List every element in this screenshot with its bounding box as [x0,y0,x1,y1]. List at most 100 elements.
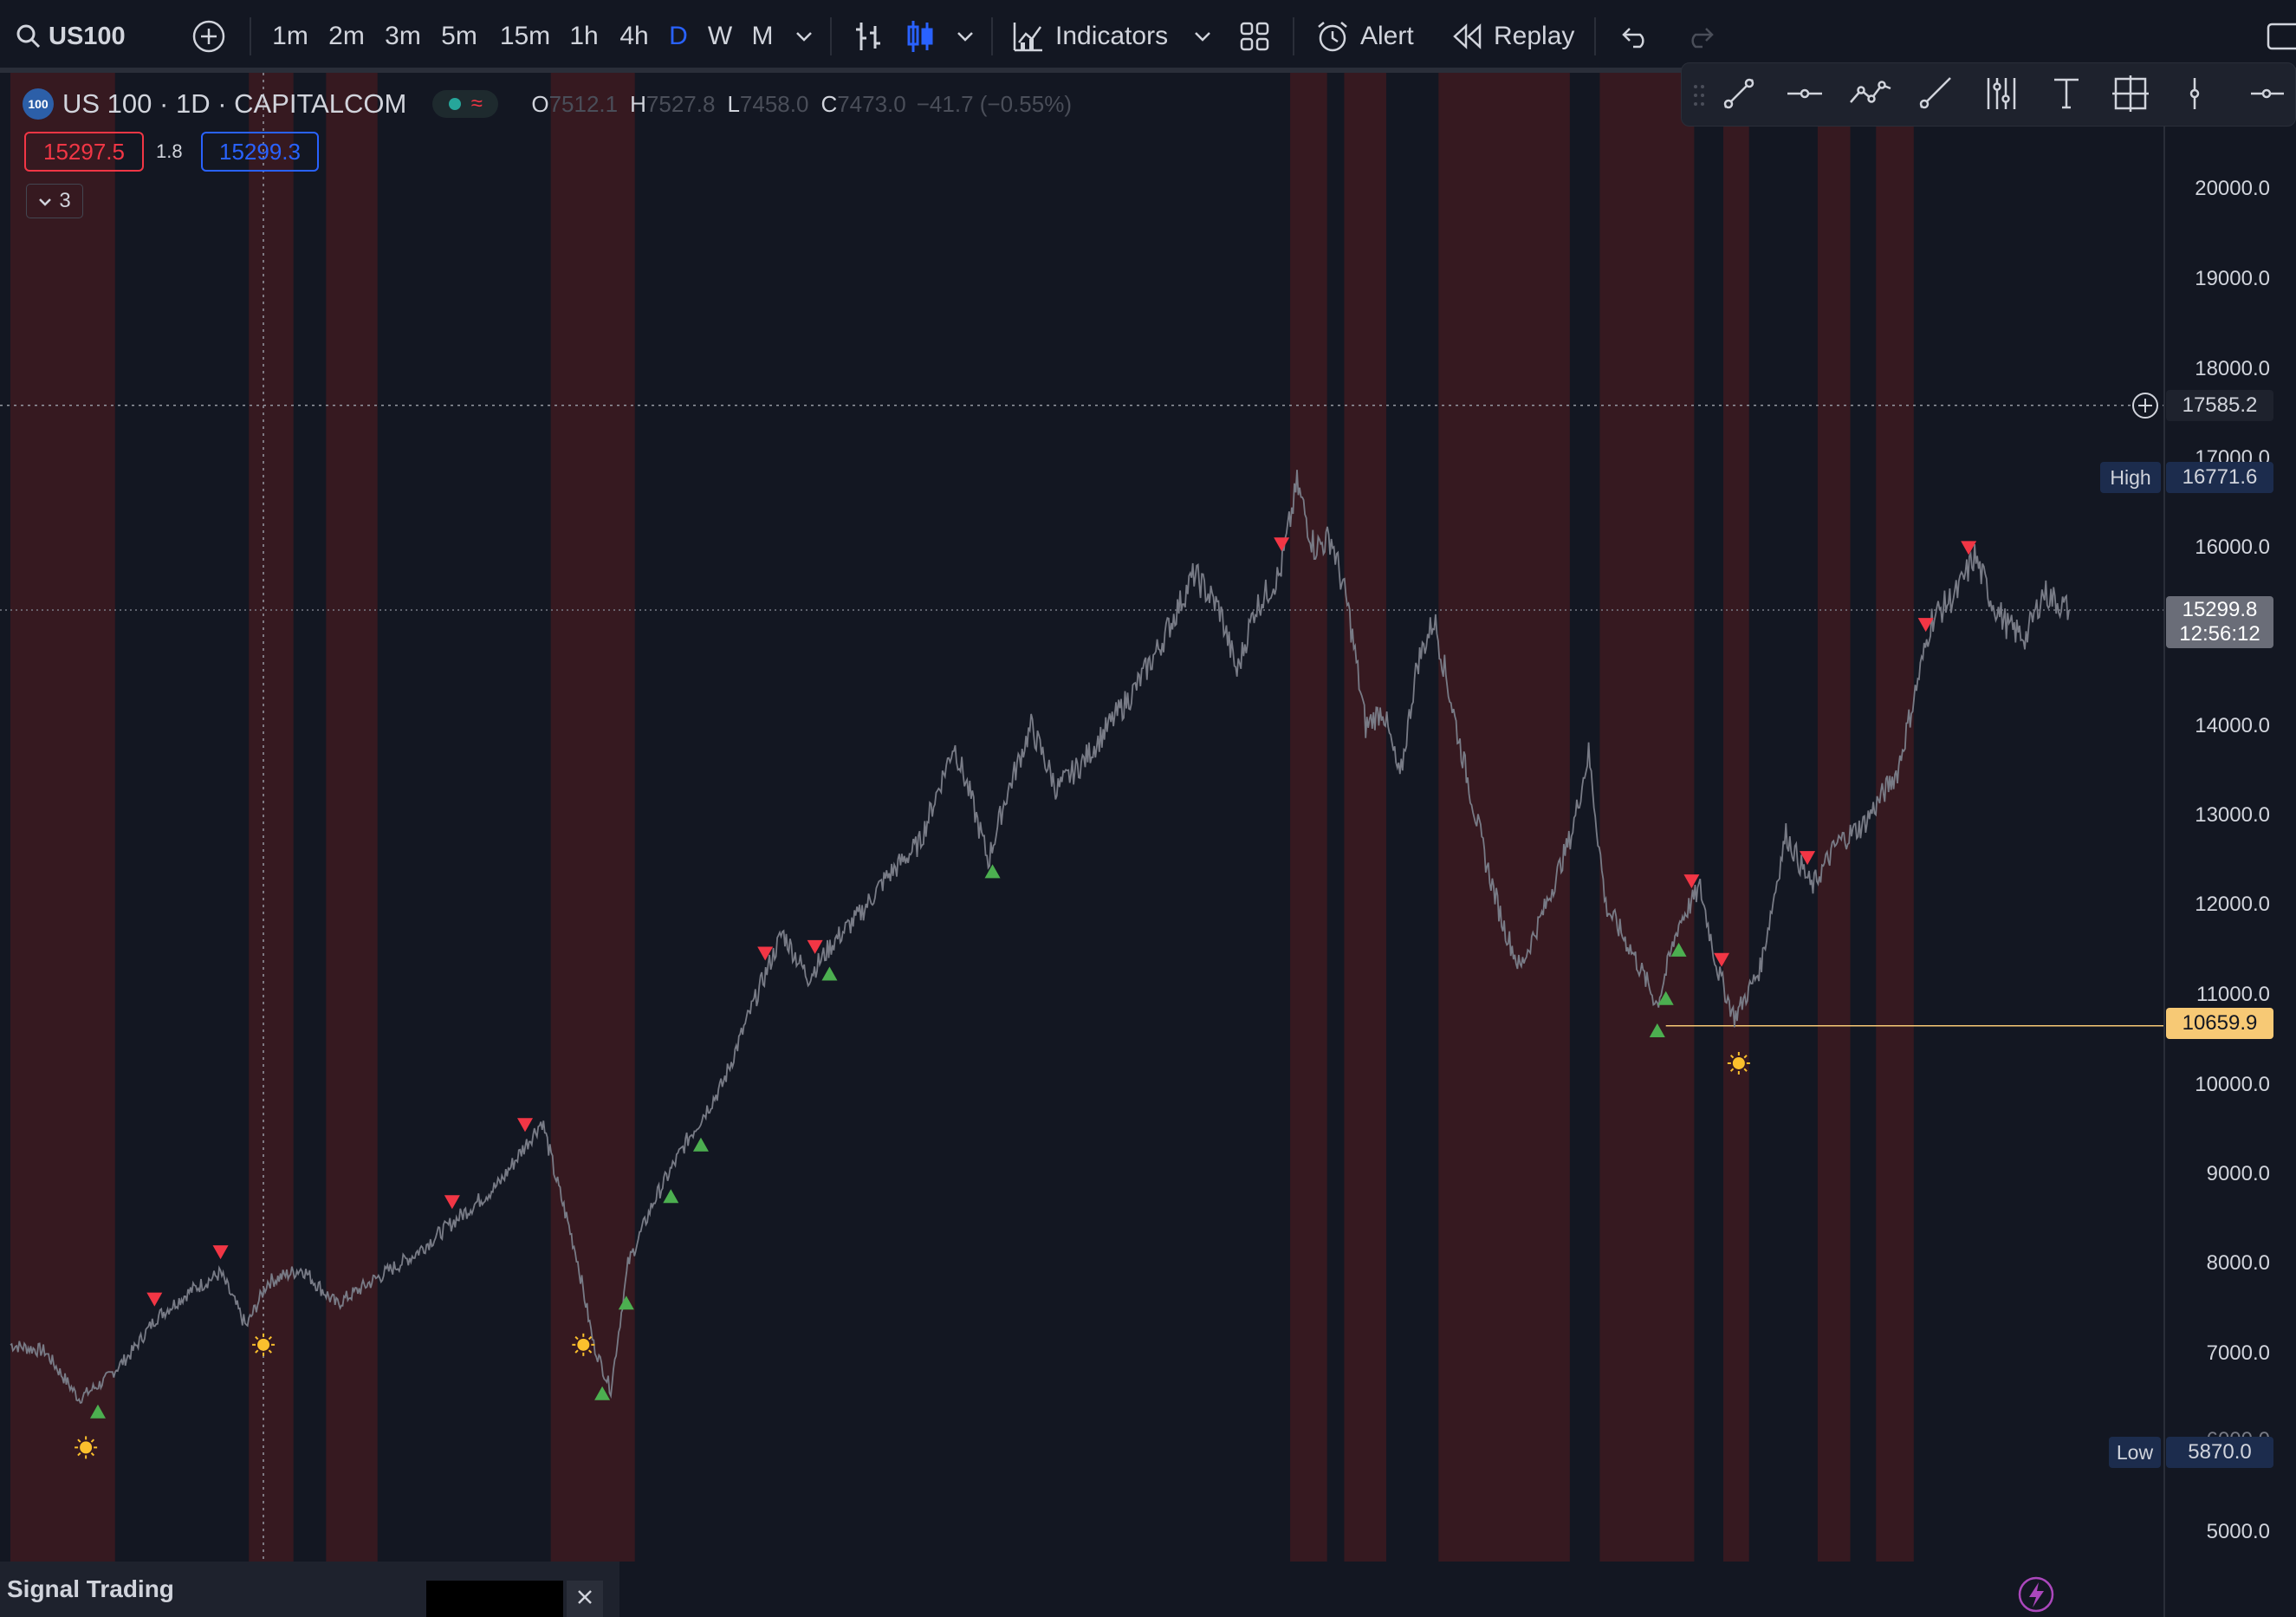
timeframe-1h[interactable]: 1h [569,22,599,50]
candles-style-button[interactable] [899,0,941,73]
event-marker-icon[interactable] [1727,1051,1750,1075]
toolbar-separator [1594,17,1596,55]
redo-icon [1685,23,1715,49]
alarm-clock-icon [1315,19,1350,54]
close-panel-button[interactable] [567,1581,603,1617]
symbol-search[interactable]: US100 [16,0,146,73]
indicators-label: Indicators [1055,22,1169,50]
low-tag-label: Low [2109,1437,2161,1468]
path-tool[interactable] [1845,63,1897,127]
event-marker-ray [268,1335,272,1341]
signal-trading-panel: Signal Trading [0,1562,619,1617]
toolbar-separator [1293,17,1294,55]
event-marker-core [1732,1056,1745,1069]
collapse-indicators-button[interactable]: 3 [26,184,83,218]
candlestick-icon [905,19,936,54]
horizontal-line-tool[interactable] [1779,63,1831,127]
replay-button[interactable]: Replay [1452,0,1574,73]
axis-label-5000: 5000.0 [2206,1520,2270,1543]
sell-signal-marker [807,939,823,954]
timeframe-dropdown[interactable] [788,0,820,73]
compare-symbol-button[interactable] [189,0,229,73]
event-marker-core [80,1441,93,1454]
crosshair-add-icon[interactable] [2132,393,2158,419]
axis-label-13000: 13000.0 [2195,803,2270,827]
indicators-button[interactable]: Indicators [1012,0,1173,73]
low-price-label: 5870.0 [2166,1437,2273,1468]
event-marker-ray [574,1335,579,1341]
chart-type-dropdown[interactable] [950,0,981,73]
wave-icon: ≈ [470,92,483,115]
event-marker-icon[interactable] [252,1333,276,1356]
shaded-zones [10,73,1914,1562]
event-marker-ray [587,1349,593,1354]
buy-price-button[interactable]: 15299.3 [201,132,319,172]
timeframe-5m[interactable]: 5m [441,22,477,50]
close-value: 7473.0 [837,90,906,117]
indicators-dropdown[interactable] [1187,0,1218,73]
timeframe-15m[interactable]: 15m [499,22,551,50]
event-marker-core [577,1338,590,1351]
symbol-label: US100 [49,22,126,50]
high-tag-label: High [2100,462,2161,493]
shaded-zone [1817,73,1851,1562]
symbol-title[interactable]: US 100 · 1D · CAPITALCOM [62,88,407,119]
event-marker-icon[interactable] [75,1436,98,1459]
fib-channel-icon [1981,75,2020,117]
low-value: 7458.0 [739,90,809,117]
timeframe-3m[interactable]: 3m [385,22,421,50]
low-label: L [727,90,740,117]
signal-markers [75,537,1977,1459]
signal-panel-title: Signal Trading [7,1575,174,1602]
alert-button[interactable]: Alert [1315,0,1421,73]
price-chart[interactable] [0,73,2296,1617]
timeframe-w[interactable]: W [707,22,733,50]
lightning-icon[interactable] [2018,1576,2054,1613]
timeframe-1m[interactable]: 1m [272,22,308,50]
sell-signal-marker [1917,618,1934,633]
event-marker-ray [77,1452,81,1457]
timeframe-4h[interactable]: 4h [619,22,649,50]
shaded-zone [10,73,115,1562]
buy-signal-marker [594,1386,611,1400]
event-marker-icon[interactable] [572,1333,595,1356]
trend-line-icon [1720,75,1758,117]
fib-tool[interactable] [1975,63,2027,127]
event-marker-ray [1729,1068,1735,1072]
event-marker-ray [90,1438,95,1443]
measure-tool[interactable] [2105,63,2157,127]
layouts-button[interactable] [1236,0,1274,73]
close-label: C [820,90,838,117]
add-circle-icon [191,19,226,54]
undo-button[interactable] [1617,0,1655,73]
event-marker-ray [1743,1055,1748,1059]
shaded-zone [1438,73,1570,1562]
top-toolbar: US100 1m 2m 3m 5m 15m 1h 4h D W M Indica… [0,0,2296,73]
axis-label-18000: 18000.0 [2195,357,2270,380]
sell-price-button[interactable]: 15297.5 [24,132,144,172]
ray-tool[interactable] [1909,63,1961,127]
sell-signal-marker [517,1118,533,1133]
timeframe-d[interactable]: D [669,22,688,50]
text-tool[interactable] [2040,63,2092,127]
trend-line-tool[interactable] [1713,63,1765,127]
vertical-line-tool[interactable] [2169,63,2221,127]
event-marker-ray [255,1349,259,1354]
bar-style-button[interactable] [849,0,887,73]
more-drawing-tools[interactable] [2236,63,2296,127]
grid-layout-icon [1240,22,1269,51]
toolbar-separator [830,17,832,55]
timeframe-m[interactable]: M [751,22,774,50]
timeframe-2m[interactable]: 2m [328,22,365,50]
redo-button[interactable] [1681,0,1719,73]
indicators-icon [1012,20,1045,53]
shaded-zone [249,73,294,1562]
buy-signal-marker [1670,942,1687,957]
fullscreen-button[interactable] [2263,0,2296,73]
drag-handle-icon[interactable] [1682,63,1716,127]
market-status[interactable]: ≈ [432,90,499,118]
open-value: 7512.1 [548,90,619,117]
axis-label-9000: 9000.0 [2206,1162,2270,1185]
sell-signal-marker [444,1195,460,1210]
high-value: 7527.8 [645,90,716,117]
